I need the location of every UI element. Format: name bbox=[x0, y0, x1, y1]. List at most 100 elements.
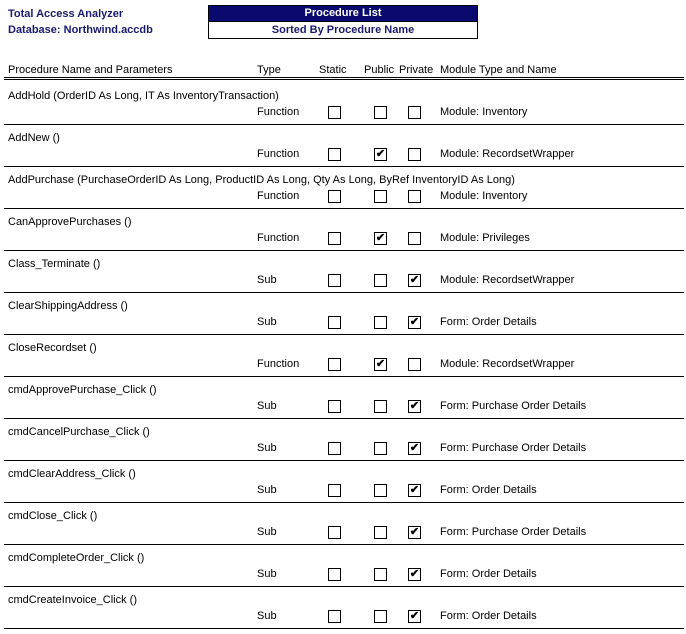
row-divider bbox=[4, 166, 684, 167]
procedure-type: Sub bbox=[257, 400, 277, 412]
procedure-row: cmdApprovePurchase_Click () Sub ✔ Form: … bbox=[0, 378, 686, 420]
static-checkbox bbox=[328, 442, 341, 455]
procedure-row: AddNew () Function ✔ Module: RecordsetWr… bbox=[0, 126, 686, 168]
procedure-row: cmdClearAddress_Click () Sub ✔ Form: Ord… bbox=[0, 462, 686, 504]
private-checkbox: ✔ bbox=[408, 400, 421, 413]
public-checkbox: ✔ bbox=[374, 358, 387, 371]
procedure-type: Function bbox=[257, 190, 300, 202]
private-checkbox: ✔ bbox=[408, 442, 421, 455]
module-name: Module: RecordsetWrapper bbox=[440, 274, 575, 286]
module-name: Module: Inventory bbox=[440, 190, 528, 202]
report-subtitle: Sorted By Procedure Name bbox=[209, 21, 477, 38]
procedure-row: CloseRecordset () Function ✔ Module: Rec… bbox=[0, 336, 686, 378]
row-divider bbox=[4, 292, 684, 293]
public-checkbox bbox=[374, 316, 387, 329]
procedure-name: cmdClose_Click () bbox=[8, 510, 98, 522]
static-checkbox bbox=[328, 106, 341, 119]
module-name: Module: Inventory bbox=[440, 106, 528, 118]
row-divider bbox=[4, 460, 684, 461]
procedure-type: Sub bbox=[257, 316, 277, 328]
row-divider bbox=[4, 418, 684, 419]
procedure-name: Class_Terminate () bbox=[8, 258, 101, 270]
procedure-name: cmdApprovePurchase_Click () bbox=[8, 384, 157, 396]
private-checkbox bbox=[408, 190, 421, 203]
public-checkbox bbox=[374, 190, 387, 203]
row-divider bbox=[4, 544, 684, 545]
procedure-row: cmdClose_Click () Sub ✔ Form: Purchase O… bbox=[0, 504, 686, 546]
procedure-type: Sub bbox=[257, 526, 277, 538]
module-name: Form: Order Details bbox=[440, 568, 537, 580]
app-name: Total Access Analyzer bbox=[8, 8, 124, 20]
private-checkbox bbox=[408, 358, 421, 371]
public-checkbox: ✔ bbox=[374, 232, 387, 245]
public-checkbox bbox=[374, 526, 387, 539]
row-divider bbox=[4, 376, 684, 377]
col-private: Private bbox=[399, 64, 434, 76]
col-module: Module Type and Name bbox=[440, 64, 557, 76]
private-checkbox: ✔ bbox=[408, 610, 421, 623]
static-checkbox bbox=[328, 190, 341, 203]
procedure-type: Sub bbox=[257, 442, 277, 454]
row-divider bbox=[4, 124, 684, 125]
procedure-row: cmdCompleteOrder_Click () Sub ✔ Form: Or… bbox=[0, 546, 686, 588]
procedure-row: AddPurchase (PurchaseOrderID As Long, Pr… bbox=[0, 168, 686, 210]
procedure-row: Class_Terminate () Sub ✔ Module: Records… bbox=[0, 252, 686, 294]
module-name: Module: RecordsetWrapper bbox=[440, 148, 575, 160]
static-checkbox bbox=[328, 484, 341, 497]
header-divider bbox=[4, 77, 684, 80]
procedure-row: cmdCancelPurchase_Click () Sub ✔ Form: P… bbox=[0, 420, 686, 462]
procedure-name: CloseRecordset () bbox=[8, 342, 97, 354]
procedure-row: ClearShippingAddress () Sub ✔ Form: Orde… bbox=[0, 294, 686, 336]
public-checkbox bbox=[374, 106, 387, 119]
module-name: Form: Purchase Order Details bbox=[440, 526, 587, 538]
public-checkbox bbox=[374, 610, 387, 623]
module-name: Form: Purchase Order Details bbox=[440, 442, 587, 454]
row-divider bbox=[4, 502, 684, 503]
row-divider bbox=[4, 334, 684, 335]
procedure-type: Function bbox=[257, 358, 300, 370]
static-checkbox bbox=[328, 526, 341, 539]
procedure-type: Sub bbox=[257, 610, 277, 622]
private-checkbox: ✔ bbox=[408, 274, 421, 287]
procedure-name: AddPurchase (PurchaseOrderID As Long, Pr… bbox=[8, 174, 515, 186]
procedure-name: cmdCancelPurchase_Click () bbox=[8, 426, 150, 438]
row-divider bbox=[4, 250, 684, 251]
static-checkbox bbox=[328, 316, 341, 329]
private-checkbox: ✔ bbox=[408, 526, 421, 539]
procedure-row: AddHold (OrderID As Long, IT As Inventor… bbox=[0, 84, 686, 126]
row-divider bbox=[4, 628, 684, 629]
database-name: Database: Northwind.accdb bbox=[8, 24, 153, 36]
private-checkbox bbox=[408, 106, 421, 119]
row-divider bbox=[4, 208, 684, 209]
module-name: Form: Order Details bbox=[440, 610, 537, 622]
procedure-type: Function bbox=[257, 232, 300, 244]
module-name: Form: Purchase Order Details bbox=[440, 400, 587, 412]
col-name: Procedure Name and Parameters bbox=[8, 64, 173, 76]
private-checkbox: ✔ bbox=[408, 316, 421, 329]
procedure-name: AddHold (OrderID As Long, IT As Inventor… bbox=[8, 90, 279, 102]
public-checkbox bbox=[374, 442, 387, 455]
report-title: Procedure List bbox=[209, 6, 477, 21]
procedure-row: cmdCreateInvoice_Click () Sub ✔ Form: Or… bbox=[0, 588, 686, 630]
procedure-type: Function bbox=[257, 106, 300, 118]
procedure-type: Sub bbox=[257, 274, 277, 286]
procedure-name: cmdClearAddress_Click () bbox=[8, 468, 136, 480]
private-checkbox bbox=[408, 148, 421, 161]
procedure-name: cmdCompleteOrder_Click () bbox=[8, 552, 145, 564]
procedure-type: Function bbox=[257, 148, 300, 160]
static-checkbox bbox=[328, 568, 341, 581]
public-checkbox bbox=[374, 400, 387, 413]
module-name: Module: RecordsetWrapper bbox=[440, 358, 575, 370]
private-checkbox bbox=[408, 232, 421, 245]
procedure-type: Sub bbox=[257, 484, 277, 496]
procedure-type: Sub bbox=[257, 568, 277, 580]
public-checkbox: ✔ bbox=[374, 148, 387, 161]
public-checkbox bbox=[374, 568, 387, 581]
procedure-name: ClearShippingAddress () bbox=[8, 300, 128, 312]
procedure-name: cmdCreateInvoice_Click () bbox=[8, 594, 137, 606]
static-checkbox bbox=[328, 148, 341, 161]
private-checkbox: ✔ bbox=[408, 568, 421, 581]
col-static: Static bbox=[319, 64, 347, 76]
module-name: Form: Order Details bbox=[440, 316, 537, 328]
static-checkbox bbox=[328, 358, 341, 371]
